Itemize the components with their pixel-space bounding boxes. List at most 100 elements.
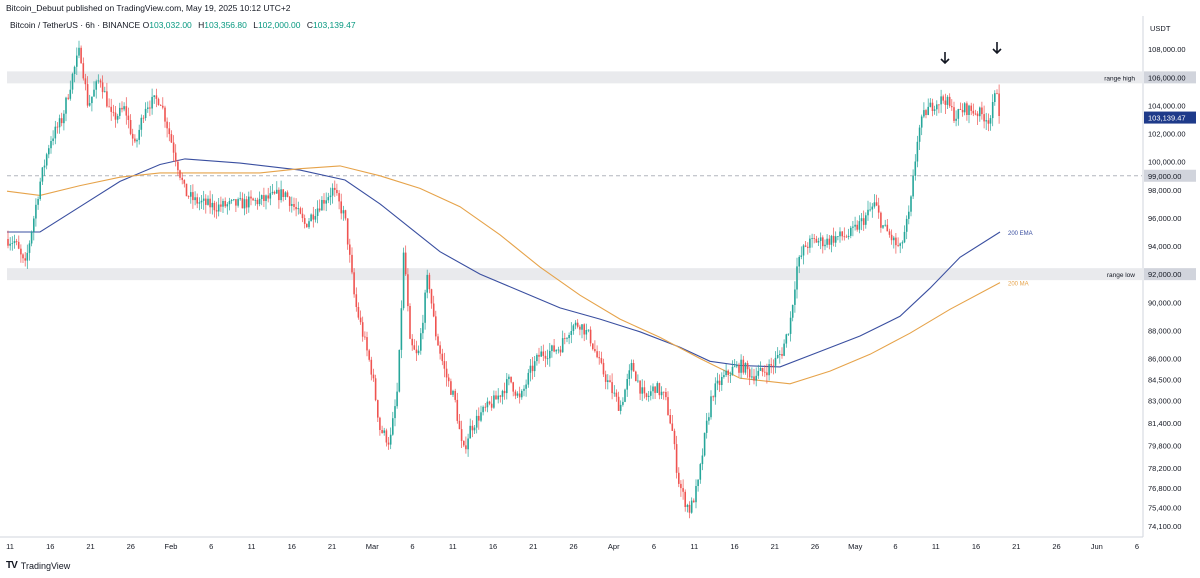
candle-body	[413, 345, 416, 350]
candle-body	[912, 175, 914, 197]
candle-body	[404, 252, 407, 275]
candle-body	[248, 196, 250, 208]
y-tick-label: 94,000.00	[1148, 242, 1181, 251]
candle-body	[933, 109, 936, 111]
candle-body	[291, 204, 293, 206]
candle-body	[968, 105, 970, 115]
candle-body	[867, 209, 869, 216]
candle-body	[925, 110, 927, 115]
candle-body	[181, 177, 183, 180]
candle-body	[880, 212, 882, 228]
candle-body	[417, 350, 420, 354]
candle-body	[11, 243, 14, 244]
candle-body	[819, 237, 822, 241]
x-tick-label: 26	[1052, 542, 1060, 551]
candle-body	[768, 364, 770, 376]
candle-body	[357, 307, 360, 318]
candle-body	[394, 406, 396, 419]
candle-body	[447, 377, 450, 382]
candle-body	[276, 189, 278, 194]
candle-body	[306, 223, 308, 228]
candle-body	[643, 387, 646, 394]
candle-body	[549, 350, 551, 359]
candle-body	[48, 148, 50, 155]
candle-body	[24, 258, 26, 261]
candle-body	[946, 96, 949, 105]
candle-body	[207, 198, 209, 205]
candle-body	[667, 397, 669, 415]
candle-body	[239, 198, 241, 200]
candle-body	[271, 191, 274, 194]
candle-body	[361, 322, 364, 337]
candle-body	[690, 500, 693, 513]
candle-body	[854, 224, 856, 227]
candle-body	[445, 368, 448, 378]
candle-body	[748, 369, 751, 378]
candle-body	[205, 198, 207, 205]
x-tick-label: 26	[811, 542, 819, 551]
candle-body	[185, 183, 188, 197]
candle-body	[95, 81, 97, 90]
candle-body	[544, 355, 547, 359]
symbol-legend: Bitcoin / TetherUS · 6h · BINANCE O103,0…	[10, 20, 356, 30]
candle-body	[533, 361, 536, 372]
x-tick-label: 21	[328, 542, 336, 551]
candle-body	[493, 395, 495, 408]
candle-body	[260, 195, 263, 199]
candle-body	[695, 486, 697, 503]
candle-body	[996, 93, 998, 94]
candle-body	[312, 214, 315, 220]
candle-body	[310, 214, 312, 222]
candle-body	[265, 195, 267, 201]
candle-body	[308, 221, 310, 228]
candle-body	[970, 105, 972, 111]
candle-body	[506, 379, 508, 394]
x-tick-label: 11	[6, 542, 14, 551]
candle-body	[460, 429, 463, 441]
candle-body	[783, 343, 785, 356]
arrow-down-icon	[992, 42, 1002, 55]
candle-body	[164, 107, 166, 122]
candle-body	[69, 89, 72, 99]
candle-body	[119, 107, 121, 116]
candle-body	[740, 359, 742, 373]
candle-body	[28, 243, 31, 253]
ma-line	[6, 165, 1001, 385]
candle-body	[637, 380, 639, 382]
candle-body	[617, 396, 620, 411]
candle-body	[877, 205, 880, 213]
y-tick-label: 78,200.00	[1148, 464, 1181, 473]
candle-body	[546, 358, 549, 360]
candle-body	[770, 364, 772, 366]
tradingview-footer[interactable]: TV TradingView	[6, 560, 70, 571]
candle-body	[112, 111, 115, 113]
candle-body	[531, 365, 534, 372]
candle-body	[241, 198, 244, 209]
y-tick-label: 83,000.00	[1148, 397, 1181, 406]
candle-body	[331, 187, 334, 196]
candle-body	[951, 106, 953, 108]
candle-body	[162, 105, 164, 108]
candle-body	[140, 117, 143, 130]
candle-body	[157, 98, 160, 105]
candle-body	[88, 103, 91, 106]
x-tick-label: 6	[410, 542, 414, 551]
candle-body	[568, 335, 570, 339]
candle-body	[177, 161, 179, 171]
candle-body	[454, 390, 456, 400]
candle-body	[166, 121, 168, 129]
candle-body	[559, 349, 562, 353]
candle-body	[953, 107, 955, 121]
candle-body	[65, 97, 67, 114]
close-value: 103,139.47	[313, 20, 356, 30]
candle-body	[52, 138, 54, 141]
candle-body	[80, 47, 82, 64]
candle-body	[172, 142, 175, 153]
candle-body	[250, 196, 252, 199]
high-value: 103,356.80	[204, 20, 247, 30]
candle-body	[647, 395, 650, 397]
candle-body	[129, 120, 132, 134]
candle-body	[837, 236, 839, 237]
candle-body	[39, 181, 41, 199]
